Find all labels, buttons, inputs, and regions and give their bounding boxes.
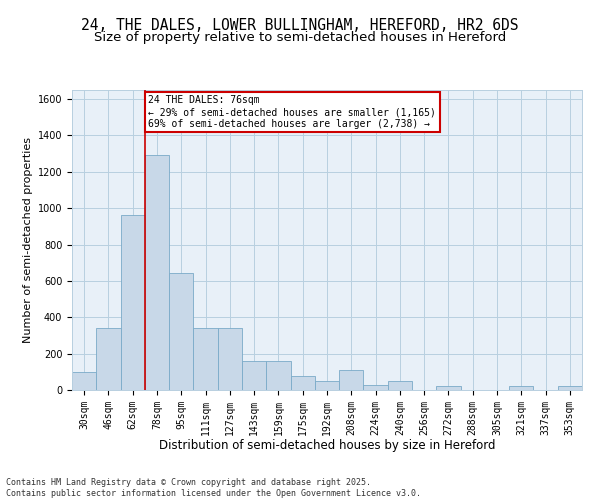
Bar [193, 328, 218, 390]
Bar [388, 381, 412, 390]
Bar [558, 386, 582, 390]
Bar [145, 156, 169, 390]
Bar [218, 328, 242, 390]
Bar [436, 386, 461, 390]
Bar [266, 361, 290, 390]
Bar [315, 381, 339, 390]
Bar [169, 272, 193, 390]
Bar [96, 328, 121, 390]
Bar [509, 386, 533, 390]
Bar [290, 376, 315, 390]
Text: Size of property relative to semi-detached houses in Hereford: Size of property relative to semi-detach… [94, 31, 506, 44]
Bar [121, 216, 145, 390]
Text: 24, THE DALES, LOWER BULLINGHAM, HEREFORD, HR2 6DS: 24, THE DALES, LOWER BULLINGHAM, HEREFOR… [81, 18, 519, 32]
Bar [339, 370, 364, 390]
X-axis label: Distribution of semi-detached houses by size in Hereford: Distribution of semi-detached houses by … [159, 439, 495, 452]
Bar [242, 361, 266, 390]
Text: Contains HM Land Registry data © Crown copyright and database right 2025.
Contai: Contains HM Land Registry data © Crown c… [6, 478, 421, 498]
Bar [72, 372, 96, 390]
Text: 24 THE DALES: 76sqm
← 29% of semi-detached houses are smaller (1,165)
69% of sem: 24 THE DALES: 76sqm ← 29% of semi-detach… [149, 96, 436, 128]
Bar [364, 384, 388, 390]
Y-axis label: Number of semi-detached properties: Number of semi-detached properties [23, 137, 34, 343]
